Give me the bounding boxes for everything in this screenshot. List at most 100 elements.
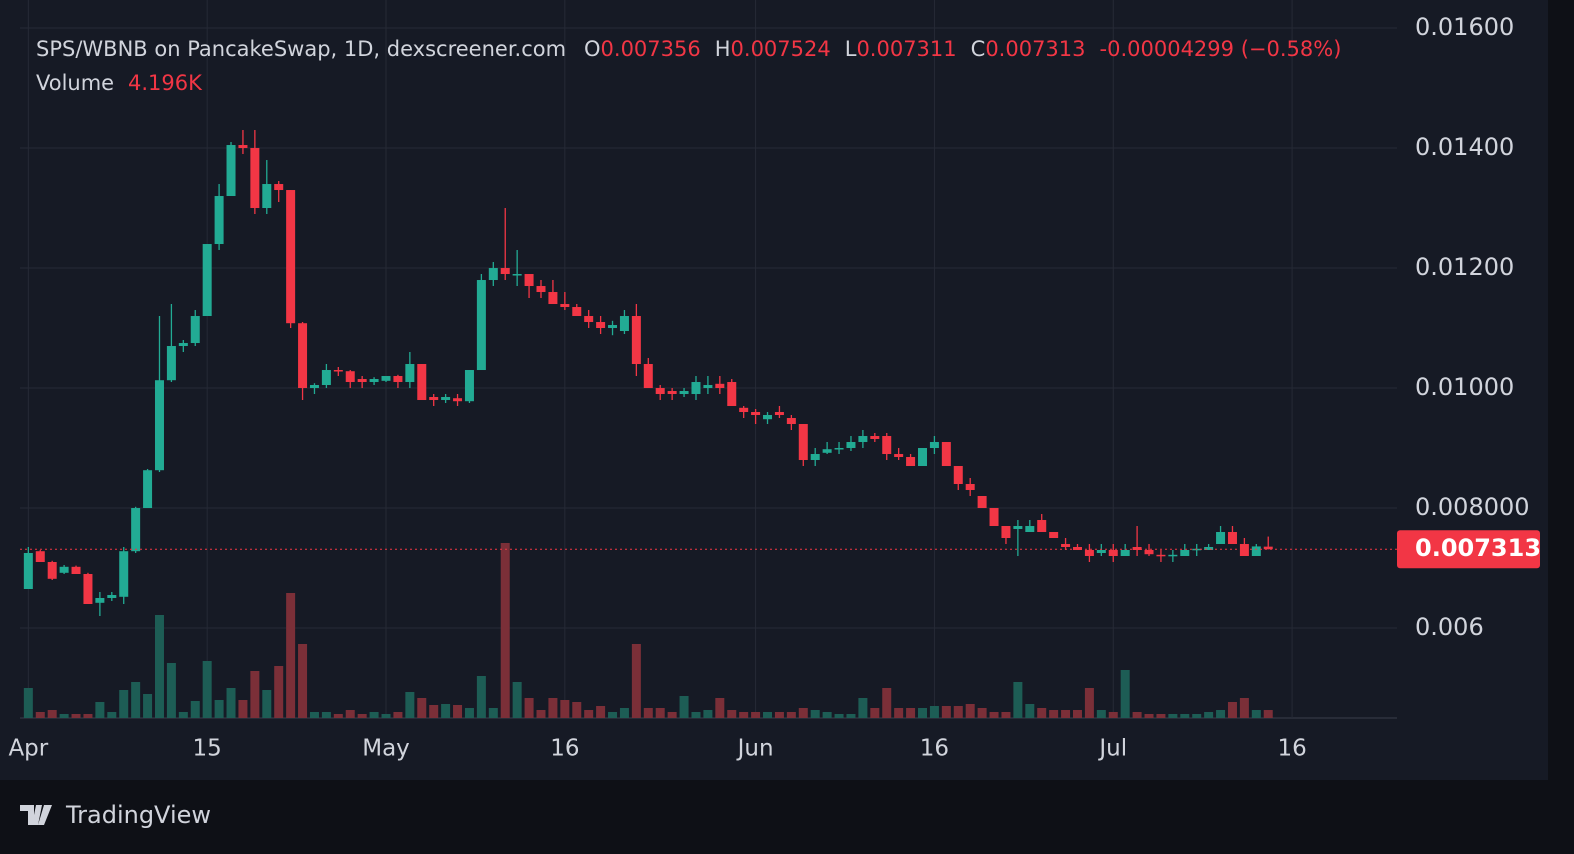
volume-bar: [1108, 712, 1118, 718]
volume-bar: [977, 708, 987, 718]
ohlc-value: 0.007356: [601, 37, 701, 61]
volume-bar: [345, 710, 355, 718]
candle-body: [488, 268, 498, 281]
volume-title: Volume: [36, 71, 114, 95]
candle-body: [143, 470, 153, 509]
volume-bar: [727, 710, 737, 718]
volume-bar: [882, 688, 892, 718]
candle-body: [1096, 550, 1106, 554]
volume-pane: [23, 543, 1273, 718]
volume-bar: [679, 696, 689, 718]
volume-bar: [584, 710, 594, 718]
candle-body: [1204, 547, 1214, 551]
volume-bar: [989, 712, 999, 718]
volume-bar: [238, 700, 248, 718]
candle-body: [190, 316, 200, 344]
footer-brand: TradingView: [65, 801, 211, 829]
ohlc-legend: O0.007356 H0.007524 L0.007311 C0.007313 -0.0…: [584, 37, 1341, 61]
volume-bar: [548, 698, 558, 718]
candle-body: [751, 412, 761, 416]
candle-body: [1037, 520, 1047, 533]
candle-body: [1013, 526, 1023, 530]
volume-bar: [71, 714, 81, 718]
candle-body: [1144, 550, 1154, 555]
volume-bar: [178, 712, 188, 718]
candle-body: [178, 343, 188, 347]
candle-body: [631, 316, 641, 365]
volume-bar: [1156, 714, 1166, 718]
candle-body: [1227, 532, 1237, 545]
ohlc-value: 0.007311: [856, 37, 956, 61]
candle-body: [786, 418, 796, 425]
candle-body: [1049, 532, 1059, 539]
volume-bar: [286, 593, 296, 718]
ohlc-letter: H: [715, 37, 731, 61]
y-tick-label: 0.01000: [1415, 373, 1514, 401]
volume-bar: [524, 698, 534, 718]
volume-bar: [1072, 710, 1082, 718]
candle-body: [739, 407, 749, 413]
candle-body: [154, 380, 164, 471]
volume-bar: [667, 712, 677, 718]
candle-body: [35, 551, 45, 563]
volume-bar: [1204, 712, 1214, 718]
volume-bar: [107, 712, 117, 718]
candle-body: [441, 397, 451, 401]
volume-bar: [810, 710, 820, 718]
change-value: -0.00004299 (−0.58%): [1100, 37, 1342, 61]
ohlc-letter: O: [584, 37, 601, 61]
candle-body: [286, 190, 296, 324]
volume-bar: [715, 698, 725, 718]
volume-bar: [393, 712, 403, 718]
candle-body: [774, 412, 784, 416]
x-tick-label: May: [362, 736, 410, 762]
volume-bar: [154, 615, 164, 718]
candle-body: [429, 397, 439, 401]
candle-body: [83, 574, 93, 605]
candle-body: [59, 566, 69, 573]
x-tick-label: 16: [550, 736, 579, 762]
volume-bar: [918, 708, 928, 718]
ohlc-value: 0.007313: [985, 37, 1085, 61]
volume-bar: [691, 712, 701, 718]
volume-bar: [608, 712, 618, 718]
volume-bar: [1013, 682, 1023, 718]
volume-bar: [119, 690, 129, 718]
volume-bar: [1192, 714, 1202, 718]
candle-body: [500, 268, 510, 275]
candle-body: [798, 424, 808, 461]
candle-body: [619, 316, 629, 332]
volume-bar: [655, 708, 665, 718]
ohlc-letter: L: [845, 37, 857, 61]
volume-bar: [143, 694, 153, 718]
volume-bar: [369, 712, 379, 718]
volume-bar: [274, 666, 284, 718]
volume-bar: [262, 690, 272, 718]
candle-body: [1120, 550, 1130, 557]
volume-bar: [381, 714, 391, 718]
candle-body: [107, 595, 117, 599]
candle-body: [1108, 550, 1118, 557]
volume-bar: [1025, 704, 1035, 718]
candle-body: [679, 391, 689, 395]
volume-bar: [536, 710, 546, 718]
volume-bar: [321, 712, 331, 718]
volume-bar: [1037, 708, 1047, 718]
volume-bar: [560, 700, 570, 718]
candle-body: [405, 364, 415, 383]
volume-bar: [357, 714, 367, 718]
volume-bar: [1061, 710, 1071, 718]
ohlc-value: 0.007524: [731, 37, 831, 61]
candle-body: [572, 307, 582, 317]
candle-body: [1168, 554, 1178, 557]
volume-bar: [59, 714, 69, 718]
volume-bar: [1180, 714, 1190, 718]
volume-bar: [166, 663, 176, 718]
candle-body: [1251, 546, 1261, 557]
x-tick-label: Jun: [736, 736, 774, 762]
volume-bar: [476, 676, 486, 718]
volume-bar: [214, 700, 224, 718]
x-tick-label: Jul: [1097, 736, 1127, 762]
candle-body: [95, 598, 105, 603]
